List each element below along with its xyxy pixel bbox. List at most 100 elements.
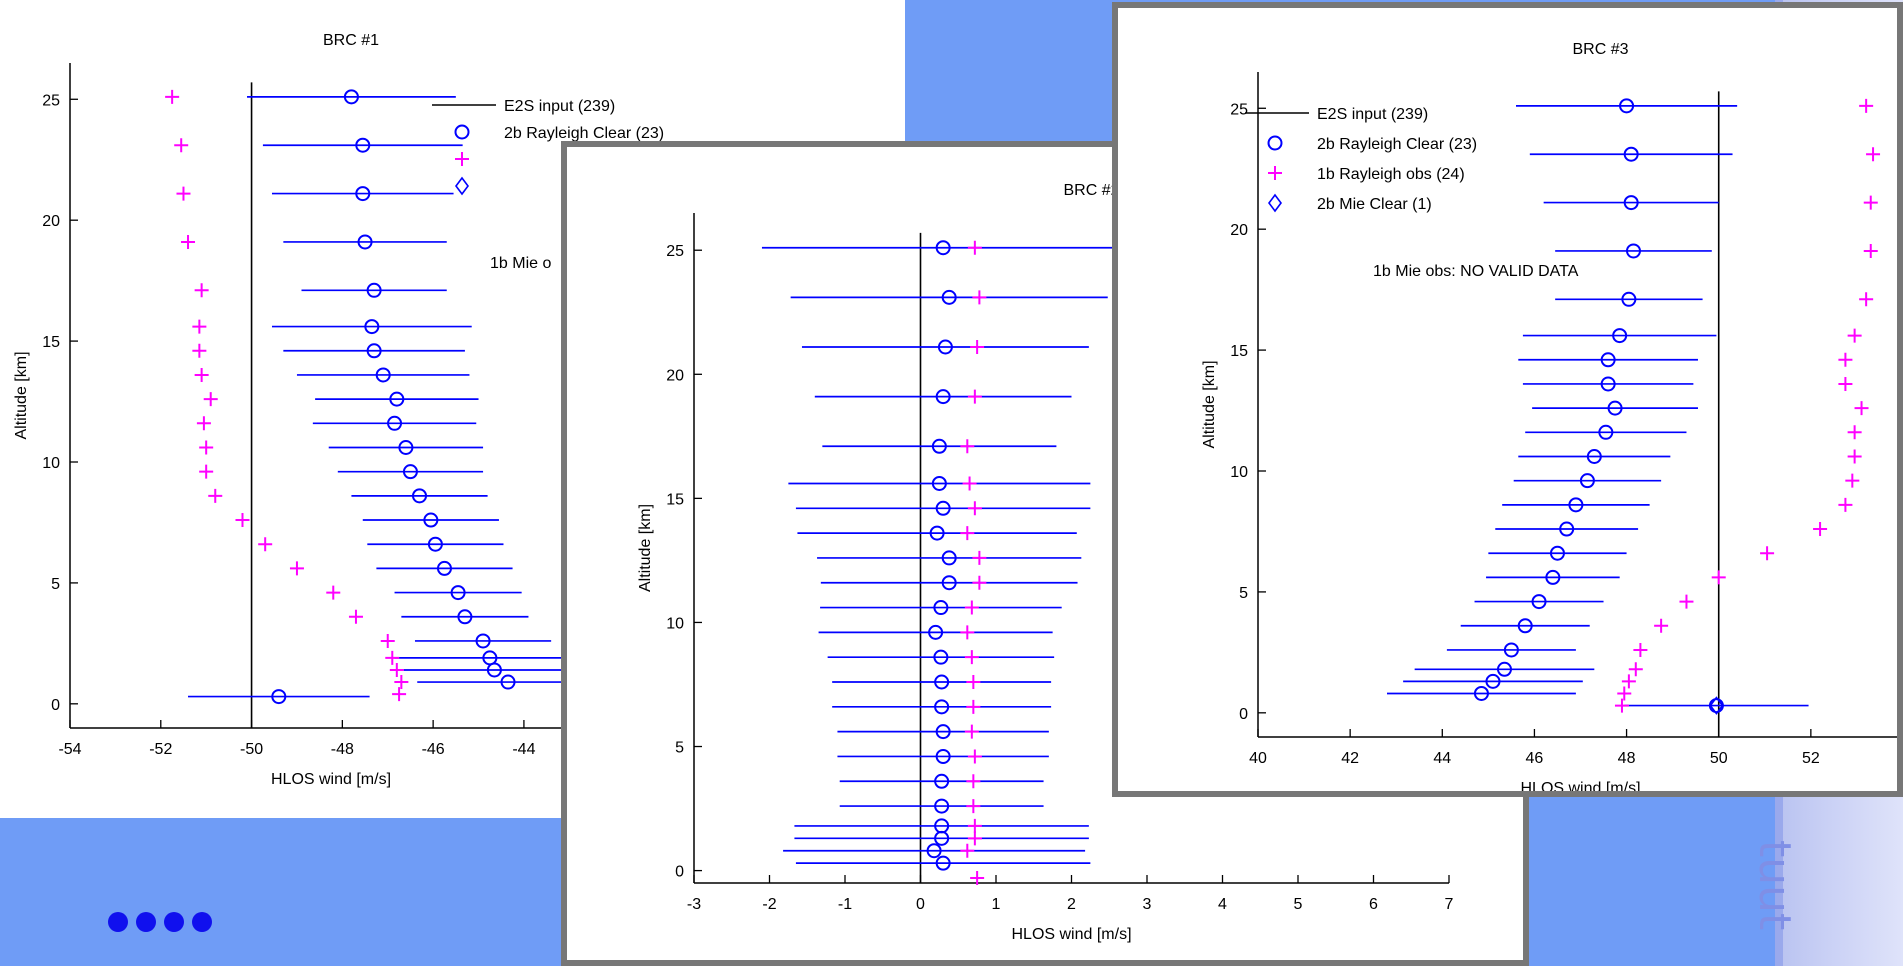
x-tick-label: -52: [149, 741, 172, 758]
rayleigh-obs-point: [972, 575, 987, 590]
rayleigh-clear-point: [475, 633, 491, 649]
legend-label: E2S input (239): [504, 98, 615, 115]
rayleigh-clear-point: [355, 186, 371, 202]
nav-dot[interactable]: [136, 912, 156, 932]
rayleigh-clear-point: [450, 585, 466, 601]
rayleigh-clear-point: [934, 674, 950, 690]
rayleigh-obs-point: [1845, 473, 1860, 488]
rayleigh-obs-point: [1838, 352, 1853, 367]
rayleigh-clear-point: [486, 662, 502, 678]
rayleigh-obs-point: [392, 687, 407, 702]
rayleigh-clear-point: [1619, 98, 1635, 114]
rayleigh-clear-point: [931, 475, 947, 491]
rayleigh-clear-point: [500, 674, 516, 690]
rayleigh-clear-point: [1545, 569, 1561, 585]
rayleigh-clear-point: [934, 830, 950, 846]
rayleigh-obs-point: [972, 290, 987, 305]
rayleigh-obs-point: [199, 440, 214, 455]
x-tick-label: -54: [58, 741, 81, 758]
rayleigh-obs-point: [970, 340, 985, 354]
rayleigh-clear-point: [933, 600, 949, 616]
x-tick-label: 6: [1369, 896, 1378, 913]
rayleigh-clear-point: [935, 748, 951, 764]
rayleigh-clear-point: [364, 319, 380, 335]
rayleigh-clear-point: [1621, 291, 1637, 307]
rayleigh-obs-point: [1614, 698, 1629, 713]
rayleigh-obs-point: [960, 526, 975, 541]
rayleigh-clear-point: [1607, 400, 1623, 416]
x-tick-label: 2: [1067, 896, 1076, 913]
rayleigh-clear-point: [941, 550, 957, 566]
rayleigh-obs-point: [1628, 662, 1643, 677]
rayleigh-obs-point: [203, 392, 218, 407]
y-tick-label: 5: [51, 576, 60, 593]
y-tick-label: 0: [1239, 706, 1248, 723]
rayleigh-obs-point: [960, 439, 975, 454]
rayleigh-clear-point: [935, 240, 951, 256]
rayleigh-clear-point: [1568, 497, 1584, 513]
y-tick-label: 25: [1230, 101, 1248, 118]
legend-label: 2b Rayleigh Clear (23): [504, 125, 664, 142]
rayleigh-clear-point: [271, 689, 287, 705]
chart-title: BRC #2: [1063, 182, 1119, 199]
x-tick-label: 5: [1294, 896, 1303, 913]
rayleigh-obs-point: [967, 240, 982, 255]
rayleigh-clear-point: [935, 389, 951, 405]
x-tick-label: 40: [1249, 750, 1267, 767]
rayleigh-obs-point: [1863, 243, 1878, 258]
y-tick-label: 25: [42, 92, 60, 109]
nav-dot[interactable]: [164, 912, 184, 932]
rayleigh-obs-point: [1847, 328, 1862, 343]
rayleigh-obs-point: [1863, 195, 1878, 210]
rayleigh-obs-point: [967, 501, 982, 516]
x-tick-label: -50: [240, 741, 263, 758]
rayleigh-obs-point: [1854, 401, 1869, 416]
x-tick-label: -2: [762, 896, 776, 913]
rayleigh-clear-point: [1612, 328, 1628, 344]
rayleigh-clear-point: [1549, 545, 1565, 561]
vertical-logo-text: tuut: [1749, 840, 1800, 931]
y-axis-label: Altitude [km]: [637, 504, 654, 592]
y-axis-label: Altitude [km]: [1201, 360, 1218, 448]
chart-annotation: 1b Mie obs: NO VALID DATA: [1373, 263, 1579, 280]
chart-panel-brc3: 0 5 10 15 20 25 40 42 44 46 48 50 52 BRC #3 HLOS wind …: [1112, 2, 1903, 797]
rayleigh-clear-point: [941, 575, 957, 591]
y-tick-label: 15: [666, 491, 684, 508]
rayleigh-clear-point: [402, 464, 418, 480]
rayleigh-obs-point: [970, 871, 985, 886]
chart-annotation: 1b Mie o: [490, 255, 551, 272]
rayleigh-obs-point: [192, 343, 207, 358]
rayleigh-obs-point: [194, 283, 209, 298]
x-tick-label: 52: [1802, 750, 1820, 767]
y-tick-label: 25: [666, 243, 684, 260]
rayleigh-obs-point: [967, 831, 982, 846]
rayleigh-obs-point: [289, 561, 304, 576]
rayleigh-clear-point: [934, 699, 950, 715]
rayleigh-obs-point: [967, 749, 982, 764]
rayleigh-obs-point: [966, 799, 981, 814]
mie-clear-point: [1709, 696, 1724, 715]
rayleigh-clear-point: [366, 282, 382, 298]
rayleigh-obs-point: [174, 138, 189, 153]
y-tick-label: 10: [42, 455, 60, 472]
nav-dot[interactable]: [108, 912, 128, 932]
x-tick-label: -3: [687, 896, 701, 913]
rayleigh-obs-point: [389, 662, 404, 677]
rayleigh-clear-point: [935, 500, 951, 516]
x-tick-label: 42: [1341, 750, 1359, 767]
y-tick-label: 20: [1230, 222, 1248, 239]
rayleigh-clear-point: [355, 137, 371, 153]
rayleigh-obs-point: [326, 585, 341, 600]
rayleigh-obs-point: [964, 650, 979, 665]
x-tick-label: -44: [512, 741, 535, 758]
rayleigh-obs-point: [966, 699, 981, 714]
legend-label: E2S input (239): [1317, 106, 1428, 123]
rayleigh-obs-point: [960, 843, 975, 858]
nav-dot[interactable]: [192, 912, 212, 932]
rayleigh-obs-point: [1633, 642, 1648, 657]
legend-diamond-marker: [455, 176, 469, 196]
x-tick-label: -1: [838, 896, 852, 913]
rayleigh-clear-point: [1598, 424, 1614, 440]
rayleigh-clear-point: [412, 488, 428, 504]
rayleigh-clear-point: [934, 798, 950, 814]
